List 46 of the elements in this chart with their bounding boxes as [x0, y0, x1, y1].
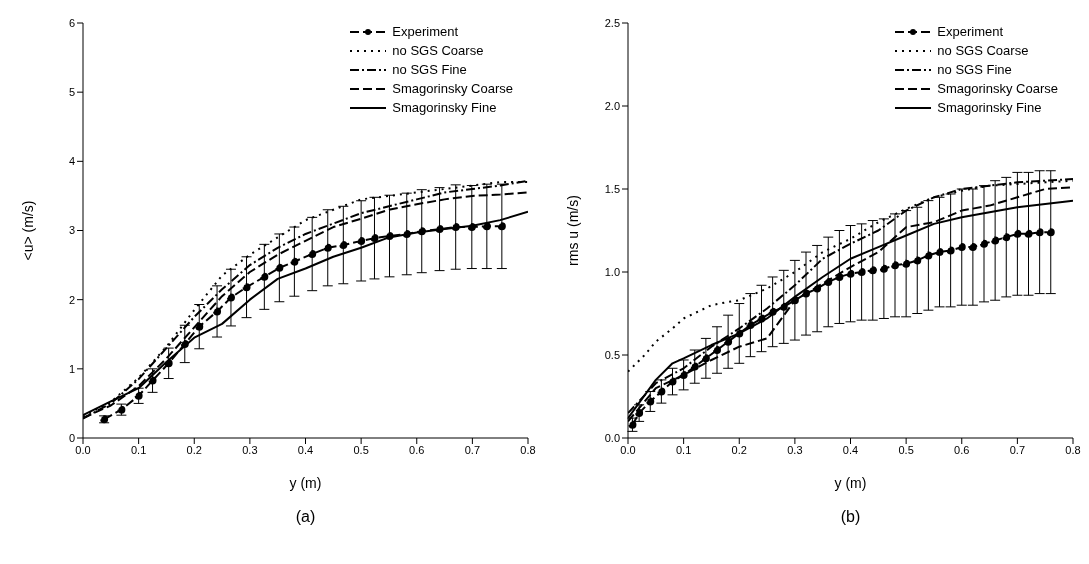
- legend-label: Experiment: [392, 23, 459, 41]
- y-tick-label: 0: [68, 431, 75, 444]
- x-axis-title: y (m): [289, 475, 322, 491]
- legend-label: Smagorinsky Coarse: [937, 80, 1058, 98]
- x-tick-label: 0.7: [1009, 443, 1026, 456]
- legend-label: Experiment: [937, 23, 1004, 41]
- legend-label: no SGS Coarse: [937, 42, 1029, 60]
- y-tick-label: 2.5: [604, 16, 620, 29]
- x-tick-label: 0.7: [464, 443, 481, 456]
- x-tick-label: 0.2: [186, 443, 202, 456]
- y-tick-label: 1.5: [604, 182, 620, 195]
- x-tick-label: 0.4: [297, 443, 314, 456]
- text: (b): [839, 508, 862, 526]
- legend-label: Smagorinsky Coarse: [392, 80, 513, 98]
- x-tick-label: 0.5: [898, 443, 914, 456]
- y-tick-label: 3: [68, 224, 75, 237]
- y-tick-label: 2: [68, 293, 75, 306]
- legend-label: no SGS Fine: [937, 61, 1012, 79]
- x-tick-label: 0.6: [954, 443, 970, 456]
- y-tick-label: 5: [68, 86, 75, 99]
- x-tick-label: 0.3: [787, 443, 803, 456]
- y-tick-label: 1: [68, 362, 75, 375]
- y-tick-label: 0.5: [604, 348, 620, 361]
- y-tick-label: 0.0: [604, 431, 620, 444]
- x-tick-label: 0.0: [620, 443, 636, 456]
- x-axis-title: y (m): [834, 475, 867, 491]
- x-tick-label: 0.5: [353, 443, 369, 456]
- legend-label: Smagorinsky Fine: [392, 99, 497, 117]
- x-tick-label: 0.3: [242, 443, 258, 456]
- y-axis-title: <u> (m/s): [19, 200, 36, 261]
- legend-label: no SGS Fine: [392, 61, 467, 79]
- y-tick-label: 4: [68, 155, 75, 168]
- x-tick-label: 0.6: [409, 443, 425, 456]
- x-tick-label: 0.2: [731, 443, 747, 456]
- y-tick-label: 1.0: [604, 265, 620, 278]
- y-tick-label: 6: [68, 16, 75, 29]
- x-tick-label: 0.4: [842, 443, 859, 456]
- x-tick-label: 0.1: [130, 443, 147, 456]
- legend-label: no SGS Coarse: [392, 42, 484, 60]
- y-axis-title: rms u (m/s): [564, 195, 581, 266]
- x-tick-label: 0.8: [1065, 443, 1081, 456]
- text: (a): [294, 508, 317, 526]
- x-tick-label: 0.8: [520, 443, 536, 456]
- x-tick-label: 0.1: [675, 443, 692, 456]
- legend-label: Smagorinsky Fine: [937, 99, 1042, 117]
- y-tick-label: 2.0: [604, 99, 620, 112]
